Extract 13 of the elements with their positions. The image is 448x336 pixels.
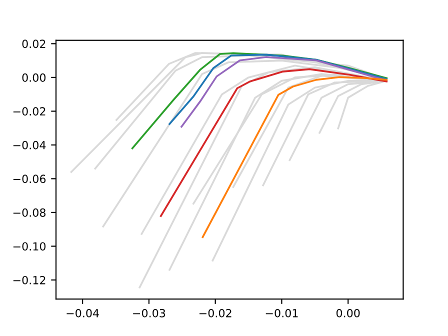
x-tick-label: 0.00 (336, 308, 360, 318)
y-tick-label: 0.02 (22, 40, 46, 48)
y-tick-label: −0.08 (13, 208, 46, 217)
y-tick-label: −0.04 (13, 140, 46, 150)
x-tick-label: −0.03 (133, 308, 166, 318)
y-tick-label: −0.10 (13, 242, 46, 251)
y-tick-label: −0.12 (13, 276, 46, 284)
y-tick-label: −0.02 (13, 107, 46, 116)
x-tick-label: −0.02 (199, 308, 232, 318)
y-tick-label: −0.06 (13, 174, 46, 184)
x-tick-label: −0.04 (66, 308, 99, 318)
y-tick-label: 0.00 (22, 73, 46, 82)
x-tick-label: −0.01 (266, 308, 298, 318)
